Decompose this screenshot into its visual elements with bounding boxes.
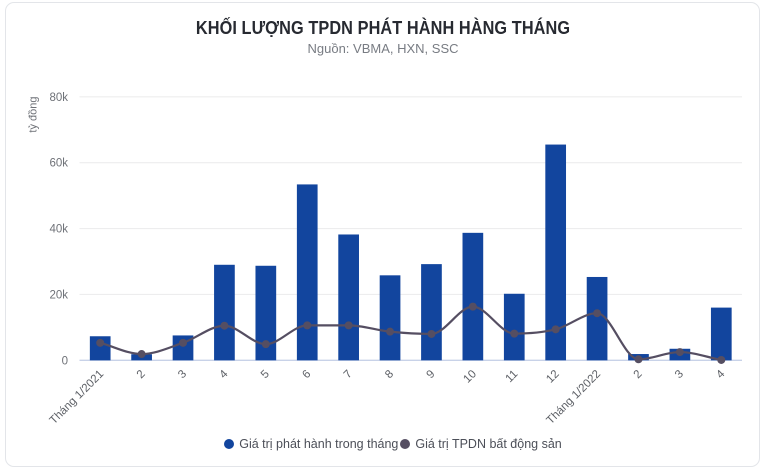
y-tick-label: 40k bbox=[49, 224, 68, 236]
line-marker[interactable] bbox=[427, 329, 436, 338]
chart-subtitle: Nguồn: VBMA, HXN, SSC bbox=[307, 41, 459, 56]
line-marker[interactable] bbox=[593, 309, 602, 318]
x-tick-label: 10 bbox=[461, 368, 479, 386]
y-tick-label: 80k bbox=[49, 92, 68, 104]
x-tick-label: 4 bbox=[714, 368, 727, 381]
legend-swatch-bars bbox=[224, 439, 235, 449]
bar[interactable] bbox=[89, 336, 111, 361]
line-series bbox=[99, 305, 722, 362]
line-marker[interactable] bbox=[717, 355, 726, 364]
x-tick-label: 4 bbox=[218, 368, 231, 381]
bar[interactable] bbox=[710, 307, 732, 361]
bar[interactable] bbox=[545, 144, 567, 361]
x-tick-label: 12 bbox=[544, 368, 562, 386]
x-tick-label: 11 bbox=[503, 368, 520, 385]
bars-series bbox=[89, 144, 732, 361]
legend-label-line: Giá trị TPDN bất động sản bbox=[415, 437, 562, 451]
y-axis-unit-label: tỷ đồng bbox=[28, 97, 40, 133]
line-marker[interactable] bbox=[137, 350, 146, 359]
legend-label-bars: Giá trị phát hành trong tháng bbox=[239, 437, 399, 451]
chart-card bbox=[5, 2, 760, 467]
bar[interactable] bbox=[586, 276, 608, 361]
line-marker[interactable] bbox=[96, 338, 105, 347]
x-tick-label: 3 bbox=[176, 368, 189, 381]
x-tick-label: 9 bbox=[425, 368, 438, 381]
x-tick-label: 5 bbox=[259, 368, 272, 381]
x-tick-label: 2 bbox=[135, 368, 148, 381]
y-tick-label: 60k bbox=[49, 158, 68, 170]
bar[interactable] bbox=[338, 234, 359, 361]
line-marker[interactable] bbox=[261, 340, 270, 349]
legend-item-line[interactable]: Giá trị TPDN bất động sản bbox=[400, 437, 562, 451]
line-markers bbox=[96, 302, 726, 364]
legend-item-bars[interactable]: Giá trị phát hành trong tháng bbox=[224, 437, 398, 451]
line-marker[interactable] bbox=[468, 302, 477, 311]
bar[interactable] bbox=[421, 264, 442, 361]
bar[interactable] bbox=[296, 184, 318, 361]
line-marker[interactable] bbox=[634, 355, 643, 364]
line-marker[interactable] bbox=[675, 348, 684, 357]
x-tick-label: 7 bbox=[342, 368, 355, 381]
line-marker[interactable] bbox=[179, 338, 188, 347]
x-tick-label: 6 bbox=[300, 368, 313, 381]
bar[interactable] bbox=[379, 275, 401, 361]
line-marker[interactable] bbox=[551, 325, 560, 334]
legend-swatch-line bbox=[400, 439, 411, 449]
y-tick-label: 0 bbox=[62, 355, 68, 367]
x-tick-label: 2 bbox=[632, 368, 645, 381]
bar[interactable] bbox=[255, 265, 277, 361]
bar[interactable] bbox=[214, 264, 235, 361]
y-tick-label: 20k bbox=[49, 289, 68, 301]
x-tick-label: 8 bbox=[383, 368, 396, 381]
chart-title: KHỐI LƯỢNG TPDN PHÁT HÀNH HÀNG THÁNG bbox=[195, 17, 571, 38]
line-marker[interactable] bbox=[303, 321, 312, 330]
legend: Giá trị phát hành trong tháng Giá trị TP… bbox=[0, 437, 766, 451]
bar[interactable] bbox=[462, 232, 484, 361]
line-marker[interactable] bbox=[510, 329, 519, 338]
bar[interactable] bbox=[503, 293, 525, 361]
x-tick-label: 3 bbox=[673, 368, 686, 381]
line-marker[interactable] bbox=[344, 321, 353, 330]
x-tick-label: Tháng 1/2021 bbox=[48, 368, 107, 427]
line-marker[interactable] bbox=[386, 327, 395, 336]
line-marker[interactable] bbox=[220, 321, 229, 330]
